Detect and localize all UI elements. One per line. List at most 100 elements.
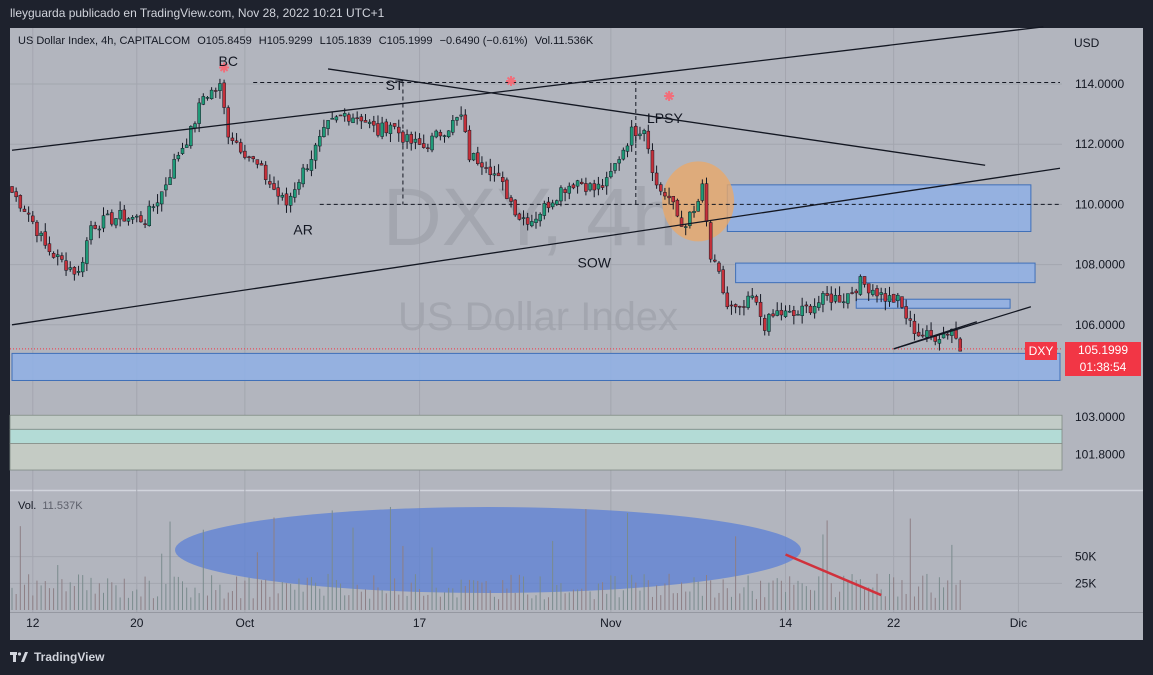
candle-body [130,217,135,220]
candle-body [355,117,359,120]
trendline [893,321,978,350]
candle-body [758,301,763,317]
candle-body [733,304,738,308]
candle-body [18,195,23,209]
wyckoff-label: AR [293,222,312,238]
candle-body [796,314,800,316]
candle-body [521,217,526,219]
wyckoff-label: ST [386,77,404,93]
candle-body [617,159,621,164]
ohlc-close: C105.1999 [378,35,433,47]
candle-body [896,294,900,302]
candle-body [900,296,904,308]
candle-body [725,292,730,308]
candle-body [787,310,792,313]
candle-body [509,197,513,202]
candle-body [247,156,251,158]
candle-body [430,135,434,151]
candle-body [351,117,355,124]
candle-body [912,320,917,334]
candle-body [276,187,280,197]
candle-body [251,156,255,160]
candle-body [255,159,260,165]
symbol-title[interactable]: US Dollar Index, 4h, CAPITALCOM [18,35,191,47]
candle-body [230,137,235,141]
candle-body [596,183,601,190]
candle-body [89,225,93,241]
candle-body [189,126,193,147]
current-price: 105.1999 [1077,343,1129,357]
candle-body [434,130,438,138]
event-marker-icon [219,62,230,73]
event-marker-icon [506,75,517,86]
candle-body [463,114,468,132]
candle-body [155,202,160,207]
candle-body [704,183,709,222]
candle-body [151,206,156,208]
candle-body [505,179,509,199]
candle-body [933,336,937,342]
candle-body [738,305,742,308]
candle-body [762,318,767,331]
candle-body [10,186,14,193]
candle-body [500,177,505,182]
candle-body [105,213,110,216]
candle-body [197,102,201,124]
candle-body [609,171,613,178]
ohlc-low: L105.1839 [319,35,372,47]
candle-body [76,271,81,273]
candle-body [201,96,206,105]
candle-body [555,200,559,205]
candle-body [783,310,788,317]
time-tick-label: Nov [600,616,621,630]
candle-body [442,135,447,137]
price-tick-label: 106.0000 [1075,318,1125,332]
wyckoff-label: LPSY [647,110,683,126]
candle-body [563,189,567,193]
candle-body [334,116,339,121]
candle-body [484,167,488,169]
candle-body [118,210,122,220]
candle-body [180,147,185,154]
candle-body [771,313,775,317]
candle-body [713,259,717,262]
candle-body [841,301,846,304]
candle-body [93,224,97,229]
candle-body [459,114,463,117]
candle-body [517,213,522,220]
candle-body [426,147,430,149]
candle-body [696,201,700,212]
candle-body [268,181,272,185]
time-tick-label: 14 [779,616,793,630]
candle-body [513,199,517,216]
candle-body [800,305,804,316]
candle-body [388,124,393,134]
candle-body [812,306,817,314]
candle-body [243,150,247,158]
demand-zone [11,352,1061,381]
candle-body [72,267,77,275]
candle-body [164,184,168,191]
volume-label[interactable]: Vol. [18,500,37,512]
candle-body [60,255,64,260]
price-tick-label: 112.0000 [1075,137,1124,151]
candle-body [592,183,596,191]
candle-body [642,130,646,135]
candle-body [538,213,542,222]
candle-body [14,191,18,198]
volume-value: 11.537K [42,500,83,512]
price-tick-label: 114.0000 [1075,77,1124,91]
volume-tick-label: 25K [1075,576,1096,590]
publisher-line: lleyguarda publicado en TradingView.com,… [10,6,385,20]
symbol-legend: US Dollar Index, 4h, CAPITALCOM O105.845… [18,35,597,47]
candle-body [621,149,626,160]
candle-body [263,164,268,180]
candle-body [380,122,384,137]
candle-body [405,134,409,142]
candle-body [446,130,451,138]
candle-body [172,159,176,179]
price-axis-column [1062,28,1143,640]
footer-brand[interactable]: TradingView [10,650,104,664]
candle-body [958,338,962,352]
